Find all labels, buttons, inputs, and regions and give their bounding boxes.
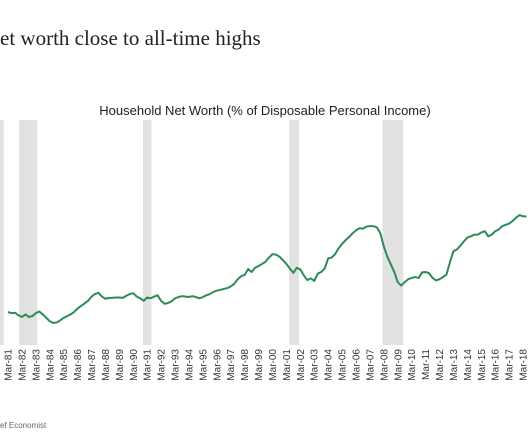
recession-band (289, 120, 299, 345)
x-tick-label: Mar-15 (477, 349, 488, 381)
x-tick-label: Mar-98 (240, 349, 251, 381)
recession-band (382, 120, 404, 345)
x-tick-label: Mar-97 (226, 349, 237, 381)
x-tick-label: Mar-01 (282, 349, 293, 381)
plot-area (7, 214, 527, 324)
x-tick-label: Mar-13 (449, 349, 460, 381)
x-tick-label: Mar-00 (268, 349, 279, 381)
x-tick-label: Mar-90 (129, 349, 140, 381)
x-tick-label: Mar-16 (491, 349, 502, 381)
x-tick-label: Mar-92 (157, 349, 168, 381)
x-tick-label: Mar-83 (31, 349, 42, 381)
x-tick-label: Mar-85 (59, 349, 70, 381)
page-title: et worth close to all-time highs (0, 26, 261, 50)
recession-band (143, 120, 152, 345)
x-tick-label: Mar-17 (505, 349, 516, 381)
x-tick-label: Mar-87 (87, 349, 98, 381)
chart-title: Household Net Worth (% of Disposable Per… (99, 103, 430, 118)
recession-band (0, 120, 4, 345)
x-tick-label: Mar-82 (17, 349, 28, 381)
recession-bands (0, 120, 404, 345)
x-tick-label: Mar-93 (171, 349, 182, 381)
x-tick-label: Mar-06 (352, 349, 363, 381)
recession-band (19, 120, 38, 345)
x-tick-label: Mar-96 (212, 349, 223, 381)
x-tick-label: Mar-99 (254, 349, 265, 381)
x-tick-label: Mar-18 (519, 349, 530, 381)
x-tick-label: Mar-91 (143, 349, 154, 381)
x-tick-label: Mar-88 (101, 349, 112, 381)
x-tick-label: Mar-14 (463, 349, 474, 381)
x-tick-label: Mar-94 (184, 349, 195, 381)
x-tick-label: Mar-89 (115, 349, 126, 381)
x-tick-label: Mar-86 (73, 349, 84, 381)
x-tick-label: Mar-09 (393, 349, 404, 381)
x-tick-label: Mar-04 (324, 349, 335, 381)
footer: ef Economist (0, 421, 47, 430)
x-tick-label: Mar-10 (407, 349, 418, 381)
x-tick-label: Mar-02 (296, 349, 307, 381)
x-tick-label: Mar-84 (45, 349, 56, 381)
x-tick-label: Mar-11 (421, 349, 432, 380)
x-tick-label: Mar-03 (310, 349, 321, 381)
x-tick-label: Mar-05 (338, 349, 349, 381)
x-tick-label: Mar-95 (198, 349, 209, 381)
data-line (7, 214, 527, 324)
x-tick-label: Mar-08 (379, 349, 390, 381)
x-tick-label: Mar-81 (4, 349, 15, 381)
x-tick-label: Mar-12 (435, 349, 446, 381)
x-tick-label: Mar-07 (365, 349, 376, 381)
